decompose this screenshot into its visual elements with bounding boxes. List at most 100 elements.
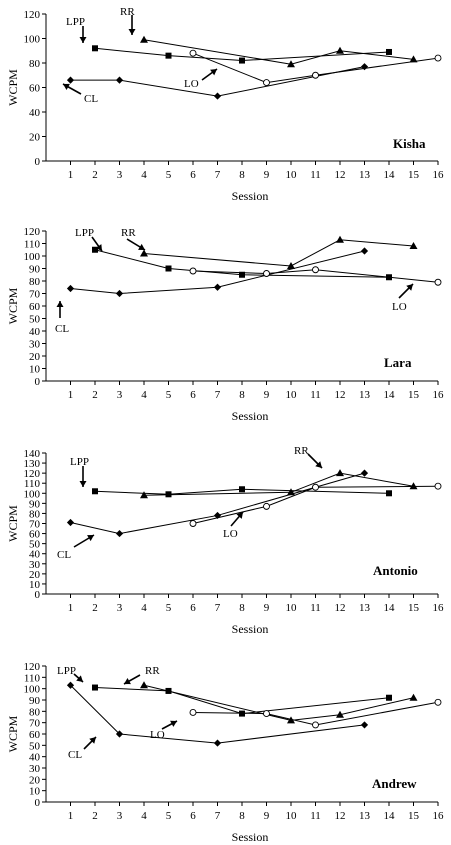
- x-tick-label: 2: [92, 169, 98, 181]
- x-tick-label: 12: [335, 169, 346, 181]
- data-point-lo: [263, 79, 270, 87]
- y-tick-label: 60: [29, 729, 41, 741]
- y-tick-label: 110: [24, 239, 41, 251]
- y-tick-label: 30: [29, 763, 41, 775]
- x-tick-label: 10: [286, 810, 298, 822]
- data-point-rr: [287, 262, 295, 269]
- y-tick-label: 40: [29, 326, 41, 338]
- x-tick-label: 10: [286, 169, 298, 181]
- x-axis-title: Session: [232, 622, 269, 636]
- y-tick-label: 90: [29, 695, 41, 707]
- y-tick-label: 80: [29, 508, 41, 520]
- callout-arrow-head: [76, 675, 83, 682]
- series-lo: [189, 266, 442, 286]
- callout-arrow-head: [56, 301, 64, 307]
- y-tick-label: 120: [24, 226, 41, 238]
- data-point-lpp: [92, 684, 98, 691]
- data-point-rr: [140, 681, 148, 689]
- x-tick-label: 7: [215, 169, 221, 181]
- x-tick-label: 14: [384, 169, 396, 181]
- data-point-lo: [189, 709, 197, 716]
- x-tick-label: 1: [68, 810, 74, 822]
- callout-label: RR: [145, 665, 160, 677]
- x-tick-label: 14: [384, 810, 396, 822]
- callout-lpp: LPP: [57, 665, 84, 683]
- data-point-lo: [263, 502, 270, 510]
- x-tick-label: 11: [310, 389, 321, 401]
- y-tick-label: 90: [29, 498, 41, 510]
- x-tick-label: 11: [310, 810, 321, 822]
- callout-lo: LO: [392, 283, 414, 313]
- series-line-rr: [143, 472, 414, 496]
- data-point-lo: [434, 54, 442, 62]
- data-point-lpp: [165, 265, 172, 272]
- callout-label: CL: [84, 93, 98, 105]
- data-point-rr: [140, 491, 148, 499]
- series-line-lo: [192, 485, 439, 524]
- x-tick-label: 1: [68, 602, 74, 614]
- x-tick-label: 2: [92, 810, 98, 822]
- y-tick-label: 140: [24, 448, 41, 460]
- y-tick-label: 50: [29, 740, 41, 752]
- callout-lpp: LPP: [70, 456, 89, 487]
- y-tick-label: 20: [29, 132, 41, 144]
- callout-lo: LO: [150, 720, 178, 741]
- y-tick-label: 60: [29, 83, 41, 95]
- callout-arrow-head: [124, 678, 131, 685]
- series-line-lpp: [94, 488, 390, 495]
- y-tick-label: 120: [24, 9, 41, 21]
- x-tick-label: 11: [310, 602, 321, 614]
- callout-arrow-head: [236, 512, 243, 519]
- y-tick-label: 110: [24, 478, 41, 490]
- y-tick-label: 70: [29, 519, 41, 531]
- data-point-rr: [287, 716, 295, 724]
- series-lpp: [92, 246, 392, 281]
- callout-rr: RR: [121, 227, 146, 251]
- callout-arrow-head: [89, 737, 96, 744]
- series-line-rr: [143, 239, 414, 267]
- x-tick-label: 15: [408, 810, 420, 822]
- x-tick-label: 6: [190, 810, 196, 822]
- x-tick-label: 2: [92, 602, 98, 614]
- y-tick-label: 100: [24, 684, 41, 696]
- callout-rr: RR: [294, 445, 323, 469]
- x-tick-label: 4: [141, 810, 147, 822]
- data-point-rr: [287, 60, 295, 68]
- callout-label: LPP: [57, 665, 76, 677]
- series-lpp: [92, 45, 392, 64]
- series-line-rr: [143, 39, 414, 65]
- data-point-rr: [409, 693, 418, 701]
- data-point-lpp: [92, 45, 98, 52]
- series-line-lo: [192, 269, 439, 283]
- x-tick-label: 6: [190, 389, 196, 401]
- y-tick-label: 80: [29, 276, 41, 288]
- y-tick-label: 10: [29, 579, 41, 591]
- data-point-cl: [115, 289, 124, 298]
- y-tick-label: 0: [35, 589, 41, 601]
- y-tick-label: 130: [24, 458, 41, 470]
- callout-cl: CL: [57, 534, 95, 561]
- callout-label: LPP: [75, 227, 94, 239]
- x-tick-label: 9: [264, 602, 270, 614]
- data-point-rr: [336, 235, 344, 243]
- callout-arrow-head: [128, 29, 136, 35]
- x-tick-label: 7: [215, 389, 221, 401]
- data-point-rr: [287, 488, 295, 496]
- series-lpp: [92, 684, 392, 717]
- data-point-lo: [189, 49, 197, 57]
- callout-label: CL: [68, 749, 82, 761]
- data-point-lo: [189, 520, 197, 527]
- series-line-cl: [70, 684, 365, 744]
- x-tick-label: 8: [239, 389, 245, 401]
- callout-label: LO: [150, 729, 165, 741]
- callout-cl: CL: [62, 83, 98, 105]
- y-tick-label: 70: [29, 289, 41, 301]
- y-tick-label: 40: [29, 752, 41, 764]
- x-tick-label: 12: [335, 389, 346, 401]
- y-tick-label: 30: [29, 339, 41, 351]
- series-rr: [140, 681, 418, 724]
- data-point-cl: [66, 76, 75, 84]
- x-tick-label: 14: [384, 602, 396, 614]
